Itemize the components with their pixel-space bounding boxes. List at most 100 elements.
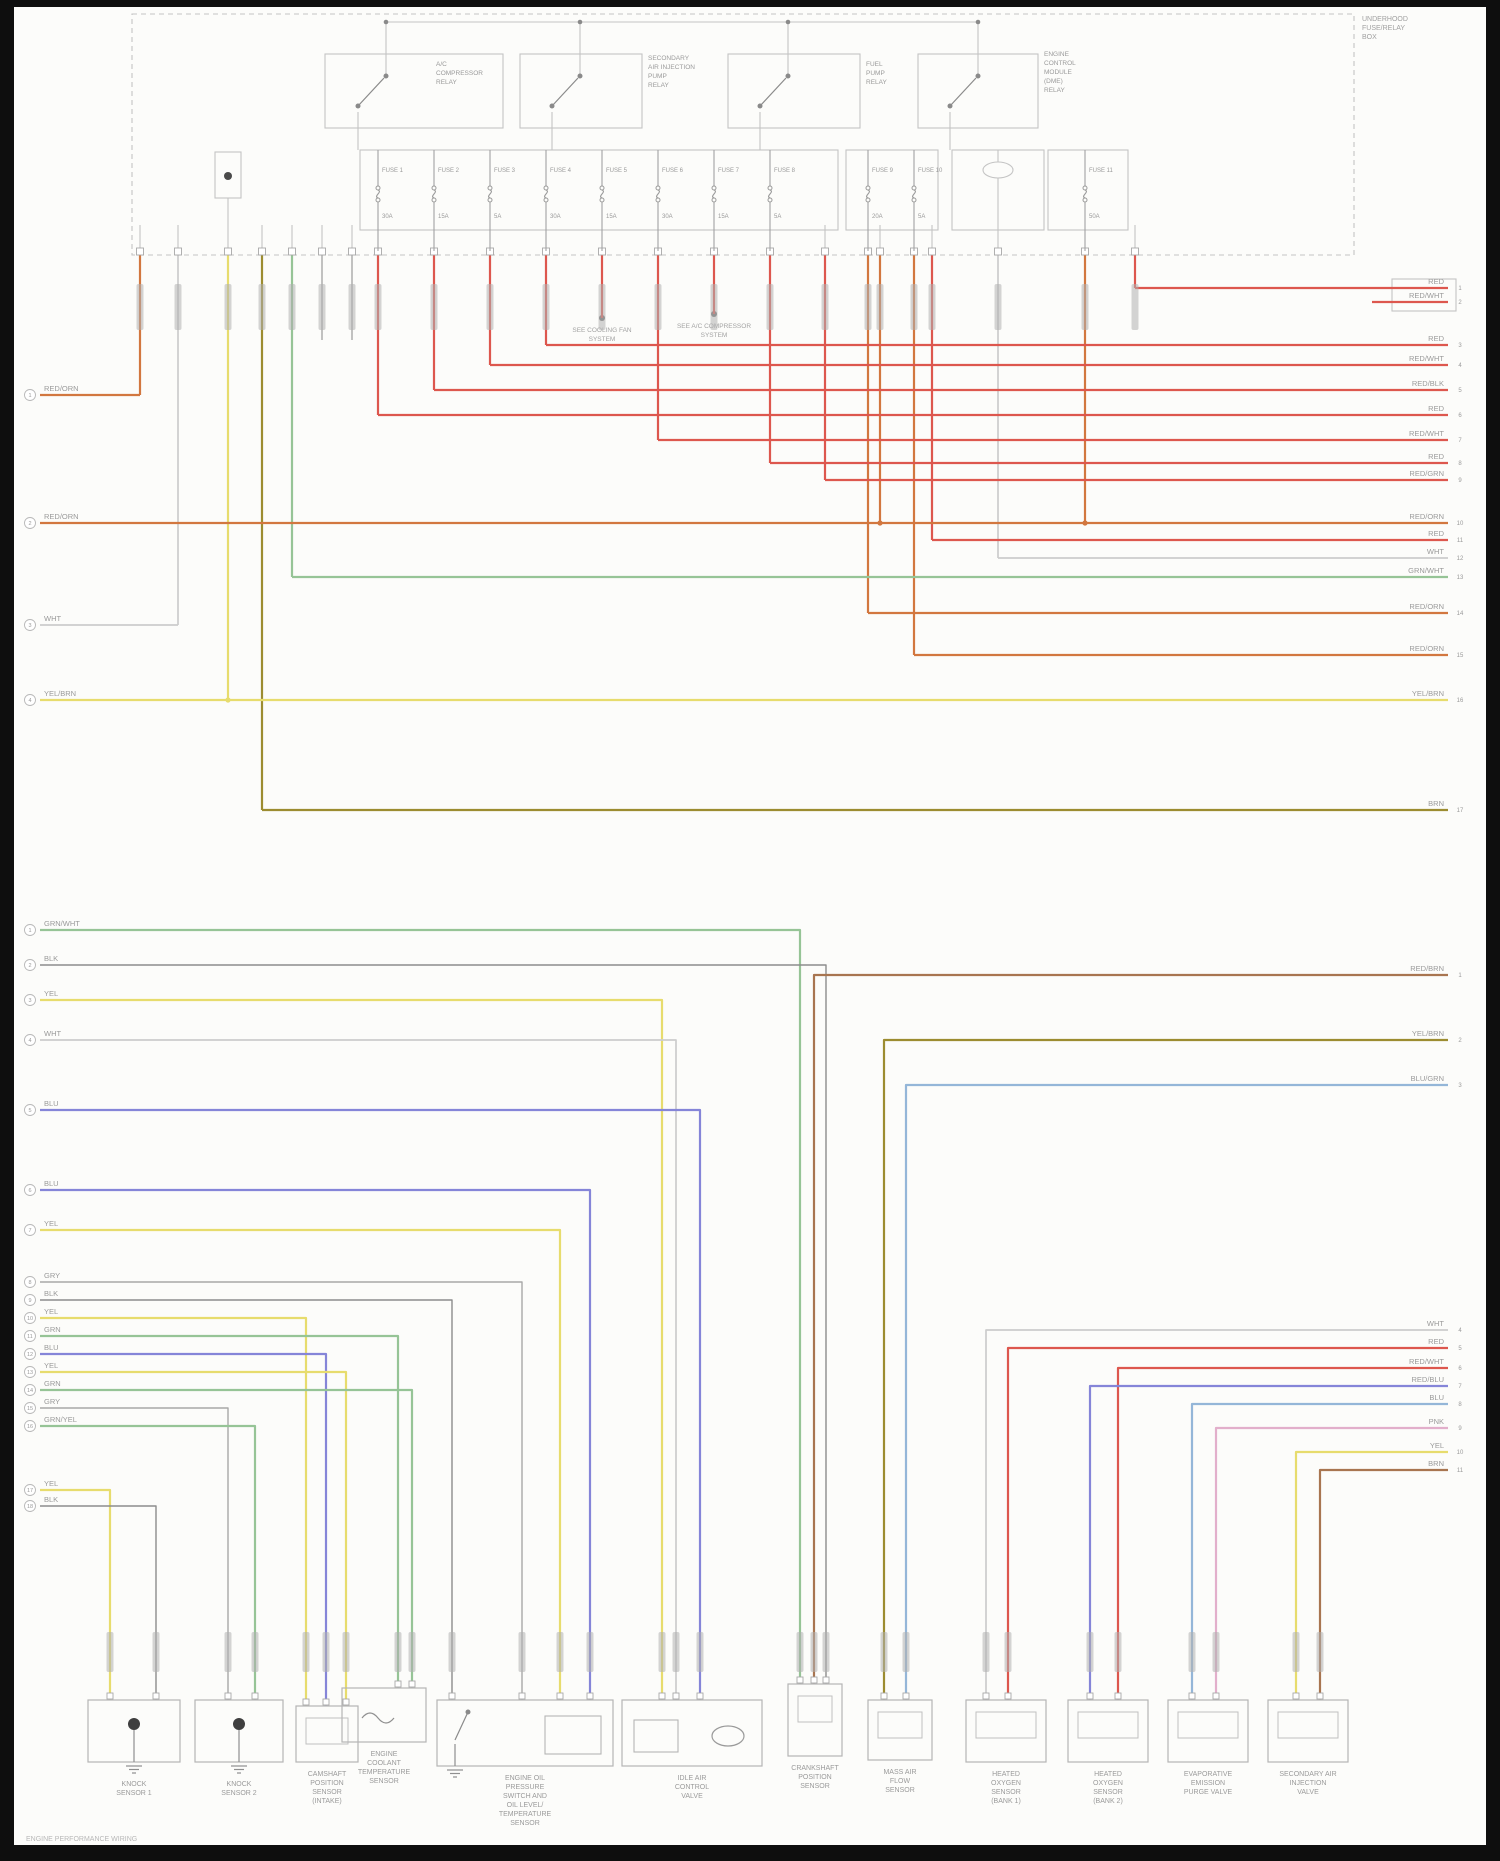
component-label-line: INJECTION <box>1290 1780 1327 1787</box>
wire-code-label: YEL <box>44 1361 58 1370</box>
wire-junction-dot <box>877 520 883 526</box>
wire-code-label: YEL <box>44 1479 58 1488</box>
wire-blu <box>40 1352 328 1706</box>
wire-code-label: RED <box>1428 529 1444 538</box>
component-label-line: OIL LEVEL/ <box>507 1802 544 1809</box>
component-box <box>436 1699 614 1767</box>
fuse-amps: 5A <box>774 214 781 220</box>
relay-label-line: PUMP <box>648 73 667 80</box>
component-label-line: SENSOR <box>991 1789 1021 1796</box>
component-box <box>1167 1699 1249 1763</box>
component-pin <box>106 1692 114 1700</box>
inline-connector <box>518 1632 526 1672</box>
component-pin <box>448 1692 456 1700</box>
wire-code-label: GRY <box>44 1397 60 1406</box>
wire-code-label: BLU <box>44 1099 59 1108</box>
component-pin <box>322 1698 330 1706</box>
wire-red-brn <box>812 973 1448 1684</box>
wire-junction-dot <box>225 697 231 703</box>
wire-red-wht <box>1116 1366 1448 1700</box>
fusebox-pin <box>994 247 1002 256</box>
edge-pin-circle <box>24 1224 36 1236</box>
sensor-inner-box <box>877 1711 923 1739</box>
inline-connector <box>448 1632 456 1672</box>
fuse-amps: 15A <box>718 214 729 220</box>
component-box <box>295 1705 359 1763</box>
inline-connector <box>910 284 918 330</box>
wire-code-label: RED <box>1428 1337 1444 1346</box>
diode-dot <box>224 172 232 180</box>
valve-inner-box <box>633 1719 679 1753</box>
wire-code-label: WHT <box>1427 1319 1444 1328</box>
component-label-line: VALVE <box>681 1793 703 1800</box>
component-label-line: SENSOR <box>1093 1789 1123 1796</box>
fuse-element <box>712 189 716 199</box>
relay-3: FUEL PUMP RELAY <box>727 53 887 129</box>
fuse-element <box>912 189 916 199</box>
relay-label-line: MODULE <box>1044 69 1072 76</box>
inline-connector <box>1212 1632 1220 1672</box>
component-11: EVAPORATIVE EMISSION PURGE VALVE <box>1167 1699 1249 1796</box>
wire-code-label: RED/ORN <box>1409 602 1444 611</box>
wire-code-label: RED/BRN <box>1410 964 1444 973</box>
edge-pin-circle <box>24 1384 36 1396</box>
fuse-name: FUSE 5 <box>606 168 628 174</box>
edge-pin-number: 13 <box>1457 575 1464 581</box>
fuse-element <box>600 189 604 199</box>
wire-code-label: RED <box>1428 334 1444 343</box>
component-label-line: CRANKSHAFT <box>791 1765 839 1772</box>
wire-code-label: RED/ORN <box>44 384 79 393</box>
fuse-amps: 20A <box>872 214 883 220</box>
component-label-line: EMISSION <box>1191 1780 1225 1787</box>
edge-pin-number: 1 <box>1458 973 1462 979</box>
fusebox-structure <box>131 13 1457 312</box>
edge-pin-circle <box>24 1034 36 1046</box>
inline-connector <box>318 284 326 330</box>
inline-connector <box>1086 1632 1094 1672</box>
fusebox-pin <box>928 247 936 256</box>
edge-pin-circle <box>24 924 36 936</box>
wire-pnk <box>1214 1426 1448 1700</box>
edge-pin-circle <box>24 1312 36 1324</box>
inline-connector <box>486 284 494 330</box>
component-9: HEATED OXYGEN SENSOR (BANK 1) <box>965 1699 1047 1805</box>
edge-pin-number: 2 <box>28 963 31 969</box>
wire-code-label: RED <box>1428 452 1444 461</box>
callout-text: SYSTEM <box>589 336 616 343</box>
inline-connector <box>106 1632 114 1672</box>
inline-connector <box>982 1632 990 1672</box>
wire-code-label: RED <box>1428 277 1444 286</box>
wire-code-label: RED/WHT <box>1409 291 1444 300</box>
edge-pin-number: 8 <box>1458 1402 1462 1408</box>
sensor-inner-box <box>305 1717 349 1745</box>
fuse-relay-box-outline <box>131 13 1355 256</box>
relay-label-line: AIR INJECTION <box>648 64 695 71</box>
fusebox-pin <box>224 247 232 256</box>
inline-connector <box>394 1632 402 1672</box>
wire-code-label: RED/ORN <box>1409 644 1444 653</box>
inline-connector <box>1188 1632 1196 1672</box>
relay-box <box>917 53 1039 129</box>
fuse-name: FUSE 2 <box>438 168 460 174</box>
inline-connector <box>876 284 884 330</box>
inline-connector <box>542 284 550 330</box>
component-label-line: SENSOR <box>510 1820 540 1827</box>
relay-label-line: SECONDARY <box>648 55 690 62</box>
inline-connector <box>928 284 936 330</box>
wire-code-label: PNK <box>1429 1417 1444 1426</box>
fuse-6: FUSE 6 30A <box>655 150 684 251</box>
wire-code-label: YEL/BRN <box>1412 1029 1444 1038</box>
fusebox-pin <box>318 247 326 256</box>
wire-yel <box>1294 1450 1448 1700</box>
fuse-block-4 <box>1047 149 1129 231</box>
fuse-amps: 15A <box>606 214 617 220</box>
component-label-line: (BANK 1) <box>991 1798 1021 1805</box>
relay-box <box>519 53 643 129</box>
component-label-line: SENSOR <box>312 1789 342 1796</box>
relay-switch-arm <box>949 77 977 107</box>
edge-pin-number: 5 <box>1458 1346 1462 1352</box>
component-label-line: CAMSHAFT <box>308 1771 347 1778</box>
fuse-name: FUSE 3 <box>494 168 516 174</box>
inline-connector <box>994 284 1002 330</box>
